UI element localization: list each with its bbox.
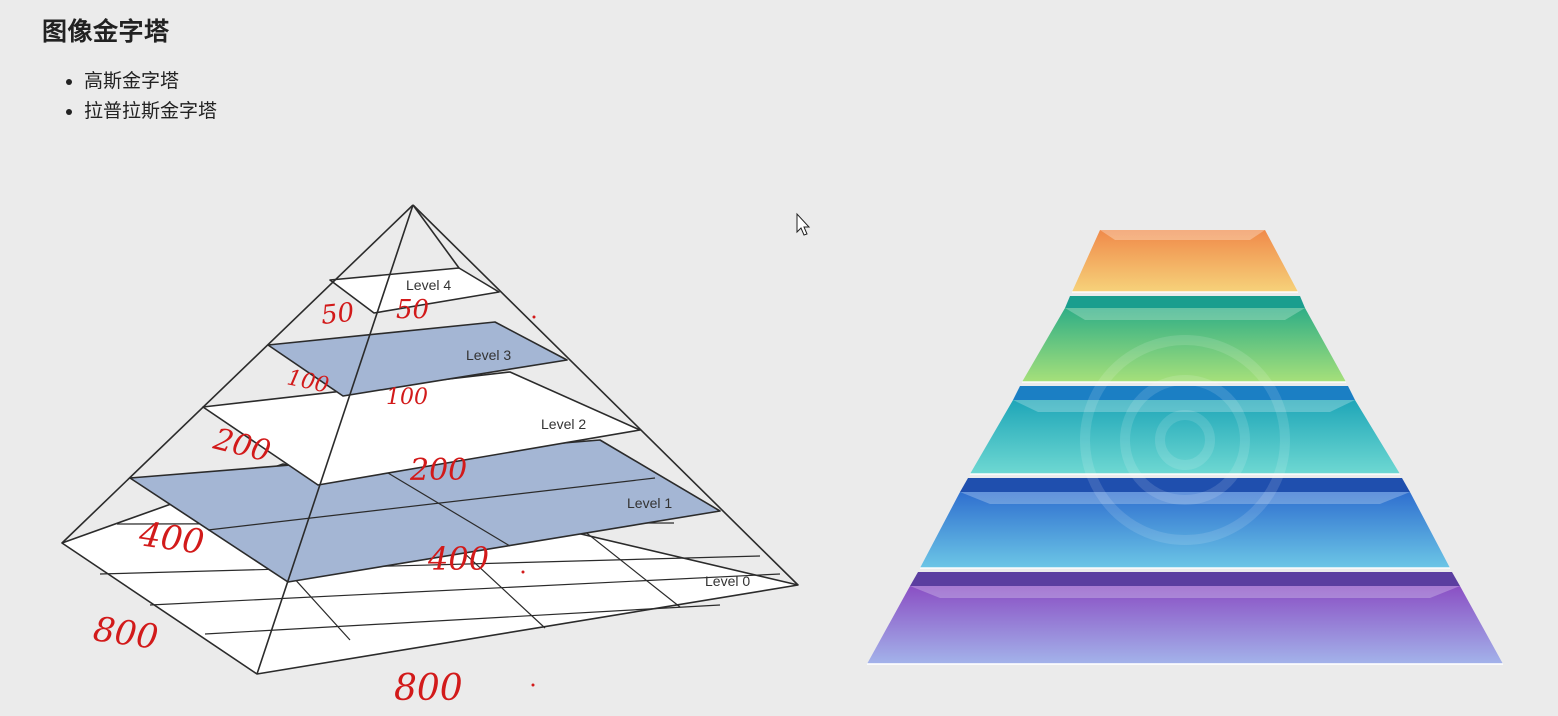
level4-plane — [329, 267, 500, 314]
note-800-right: 800 — [394, 668, 463, 709]
layer-purple — [867, 572, 1503, 665]
note-400-left: 400 — [136, 514, 207, 563]
level4-label: Level 4 — [406, 277, 451, 293]
note-100-right: 100 — [386, 385, 428, 410]
note-400-right: 400 — [427, 540, 489, 578]
ink-dot — [521, 570, 525, 574]
ink-dot — [531, 683, 535, 687]
swirl-watermark — [1080, 335, 1290, 545]
layer-blue — [920, 478, 1450, 569]
colored-pyramid — [867, 230, 1503, 665]
level1-label: Level 1 — [627, 495, 672, 511]
note-800-left: 800 — [91, 609, 161, 658]
level3-plane — [267, 321, 568, 397]
note-50-left: 50 — [320, 298, 356, 331]
level3-label: Level 3 — [466, 347, 511, 363]
wireframe-pyramid — [61, 204, 799, 675]
mouse-cursor-icon — [796, 212, 811, 236]
note-200-right: 200 — [409, 453, 467, 488]
topic-list: 高斯金字塔 拉普拉斯金字塔 — [62, 66, 217, 126]
layer-cyan — [970, 386, 1400, 475]
layer-green — [1022, 296, 1346, 383]
note-50-right: 50 — [396, 295, 429, 325]
ink-dot — [532, 315, 536, 319]
level0-label: Level 0 — [705, 573, 750, 589]
layer-top-orange — [1072, 230, 1298, 293]
level2-label: Level 2 — [541, 416, 586, 432]
topic-laplacian-pyramid: 拉普拉斯金字塔 — [84, 96, 217, 126]
topic-gaussian-pyramid: 高斯金字塔 — [84, 66, 217, 96]
page-title: 图像金字塔 — [42, 17, 170, 46]
